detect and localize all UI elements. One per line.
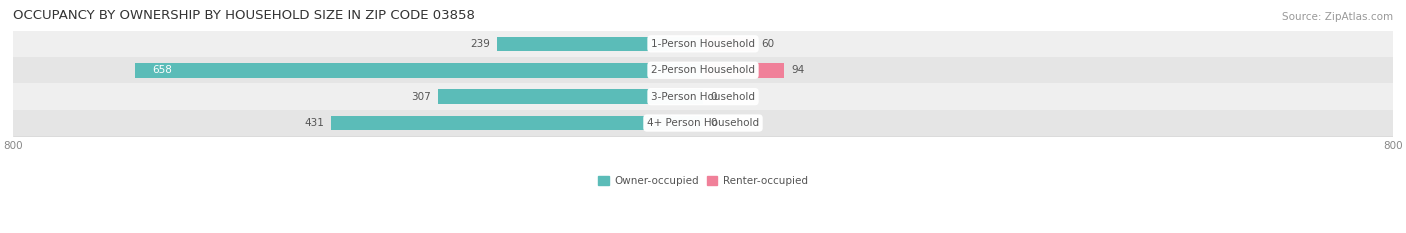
Text: 60: 60 [762, 39, 775, 49]
Bar [13, 110, 1393, 136]
Text: 431: 431 [304, 118, 325, 128]
Text: 3-Person Household: 3-Person Household [651, 92, 755, 102]
Text: 94: 94 [792, 65, 804, 75]
Bar [13, 57, 1393, 83]
Bar [439, 89, 703, 104]
Bar [703, 37, 755, 51]
Bar [13, 83, 1393, 110]
Text: Source: ZipAtlas.com: Source: ZipAtlas.com [1282, 12, 1393, 22]
Text: 307: 307 [412, 92, 432, 102]
Legend: Owner-occupied, Renter-occupied: Owner-occupied, Renter-occupied [595, 172, 811, 190]
Text: 658: 658 [152, 65, 173, 75]
Text: 0: 0 [710, 92, 717, 102]
Text: 4+ Person Household: 4+ Person Household [647, 118, 759, 128]
Bar [703, 63, 785, 78]
Text: 0: 0 [710, 118, 717, 128]
Bar [330, 116, 703, 130]
Bar [496, 37, 703, 51]
Text: 239: 239 [470, 39, 489, 49]
Bar [135, 63, 703, 78]
Bar [13, 31, 1393, 57]
Text: OCCUPANCY BY OWNERSHIP BY HOUSEHOLD SIZE IN ZIP CODE 03858: OCCUPANCY BY OWNERSHIP BY HOUSEHOLD SIZE… [13, 9, 474, 22]
Text: 1-Person Household: 1-Person Household [651, 39, 755, 49]
Text: 2-Person Household: 2-Person Household [651, 65, 755, 75]
